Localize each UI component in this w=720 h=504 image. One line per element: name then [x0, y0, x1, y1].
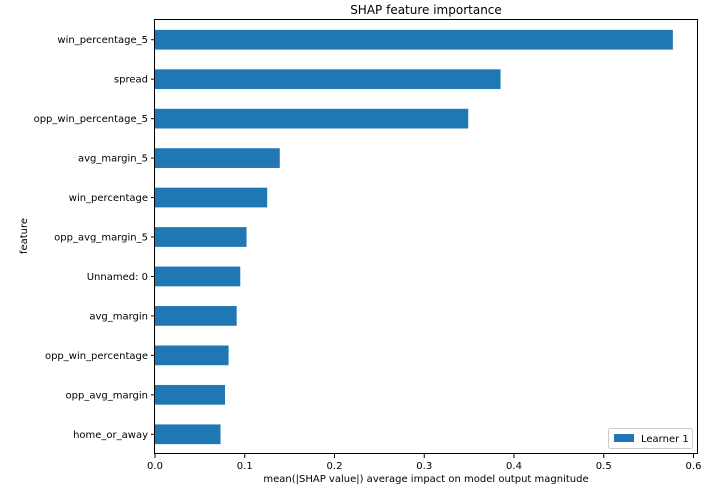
y-axis-label: feature — [19, 218, 30, 254]
x-tick-label: 0.2 — [327, 461, 343, 472]
bar-win-percentage-5 — [155, 29, 673, 50]
bar-opp-win-percentage-5 — [155, 108, 469, 129]
x-tick-label: 0.3 — [416, 461, 432, 472]
x-tick-label: 0.0 — [147, 461, 163, 472]
chart-title: SHAP feature importance — [350, 3, 502, 17]
y-tick-label: home_or_away — [73, 430, 148, 441]
bar-opp-win-percentage — [155, 345, 229, 366]
bar-home-or-away — [155, 424, 221, 445]
x-tick-label: 0.1 — [237, 461, 253, 472]
y-tick-label: opp_win_percentage — [45, 351, 148, 362]
y-tick-label: opp_avg_margin — [66, 390, 148, 401]
bar-opp-avg-margin-5 — [155, 227, 247, 247]
y-tick-label: avg_margin_5 — [78, 154, 148, 165]
bar-unnamed-0 — [155, 266, 241, 287]
x-axis-label: mean(|SHAP value|) average impact on mod… — [263, 474, 588, 485]
y-tick-label: spread — [114, 75, 148, 86]
y-tick-label: opp_win_percentage_5 — [34, 114, 148, 125]
legend-frame — [608, 428, 693, 449]
x-tick-label: 0.4 — [506, 461, 522, 472]
x-ticks-group: 0.0 0.1 0.2 0.3 0.4 0.5 0.6 — [147, 454, 701, 472]
bar-win-percentage — [155, 187, 268, 208]
bar-avg-margin-5 — [155, 148, 280, 168]
x-tick-label: 0.6 — [686, 461, 702, 472]
bar-spread — [155, 69, 501, 90]
x-tick-label: 0.5 — [596, 461, 612, 472]
legend-swatch — [614, 434, 634, 442]
bars-group — [155, 29, 673, 445]
y-tick-label: opp_avg_margin_5 — [54, 233, 148, 244]
y-tick-label: Unnamed: 0 — [87, 272, 148, 283]
y-tick-label: avg_margin — [89, 311, 148, 322]
y-tick-label: win_percentage — [69, 193, 148, 204]
plot-frame — [154, 19, 698, 454]
legend-label: Learner 1 — [641, 434, 689, 445]
legend: Learner 1 — [608, 428, 693, 449]
y-tick-label: win_percentage_5 — [57, 35, 148, 46]
bar-avg-margin — [155, 306, 237, 326]
bar-opp-avg-margin — [155, 384, 226, 405]
